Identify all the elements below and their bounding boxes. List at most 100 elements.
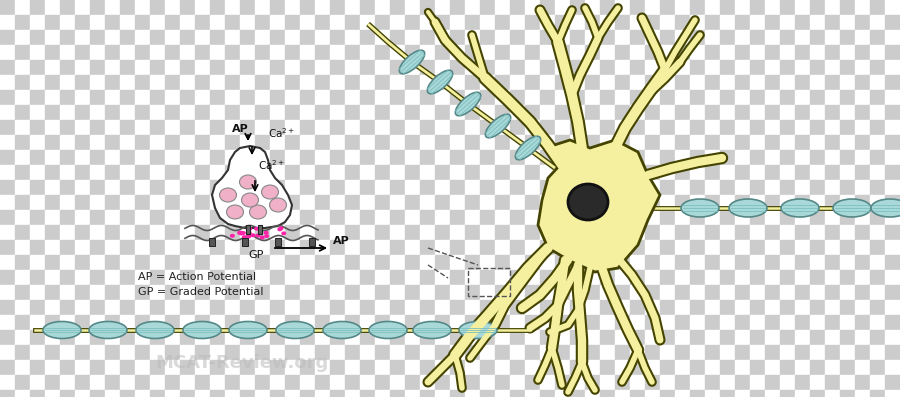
Bar: [420, 195, 435, 210]
Bar: [855, 150, 870, 165]
Bar: [390, 255, 405, 270]
Bar: [630, 375, 645, 390]
Bar: [240, 30, 255, 45]
Bar: [510, 285, 525, 300]
Bar: [540, 285, 555, 300]
Bar: [795, 240, 810, 255]
Bar: [615, 210, 630, 225]
Bar: [0, 180, 15, 195]
Bar: [585, 195, 600, 210]
Bar: [180, 15, 195, 30]
Bar: [510, 270, 525, 285]
Bar: [525, 60, 540, 75]
Bar: [510, 150, 525, 165]
Bar: [420, 360, 435, 375]
Bar: [240, 120, 255, 135]
Bar: [240, 270, 255, 285]
Bar: [855, 60, 870, 75]
Bar: [270, 90, 285, 105]
Bar: [195, 75, 210, 90]
Bar: [90, 0, 105, 15]
Bar: [255, 315, 270, 330]
Bar: [315, 240, 330, 255]
Bar: [630, 270, 645, 285]
Bar: [345, 0, 360, 15]
Bar: [615, 75, 630, 90]
Bar: [375, 15, 390, 30]
Bar: [120, 180, 135, 195]
Bar: [645, 45, 660, 60]
Bar: [615, 30, 630, 45]
Bar: [570, 75, 585, 90]
Bar: [90, 120, 105, 135]
Bar: [630, 30, 645, 45]
Bar: [540, 120, 555, 135]
Bar: [210, 75, 225, 90]
Bar: [285, 315, 300, 330]
Ellipse shape: [729, 199, 767, 217]
Bar: [750, 270, 765, 285]
Bar: [735, 255, 750, 270]
Bar: [645, 285, 660, 300]
Bar: [195, 105, 210, 120]
Bar: [405, 75, 420, 90]
Bar: [870, 135, 885, 150]
Bar: [450, 270, 465, 285]
Bar: [270, 240, 285, 255]
Bar: [330, 165, 345, 180]
Bar: [165, 15, 180, 30]
Bar: [240, 345, 255, 360]
Bar: [585, 300, 600, 315]
Bar: [345, 240, 360, 255]
Bar: [270, 300, 285, 315]
Bar: [45, 360, 60, 375]
Bar: [525, 375, 540, 390]
Bar: [690, 345, 705, 360]
Bar: [60, 45, 75, 60]
Bar: [285, 225, 300, 240]
Bar: [855, 270, 870, 285]
Bar: [210, 60, 225, 75]
Ellipse shape: [89, 322, 127, 339]
Bar: [525, 90, 540, 105]
Bar: [555, 270, 570, 285]
Bar: [105, 75, 120, 90]
Bar: [468, 268, 510, 296]
Bar: [840, 75, 855, 90]
Bar: [645, 60, 660, 75]
Bar: [870, 315, 885, 330]
Bar: [90, 315, 105, 330]
Bar: [525, 150, 540, 165]
Bar: [660, 45, 675, 60]
Bar: [180, 285, 195, 300]
Bar: [555, 225, 570, 240]
Bar: [128, 132, 428, 350]
Bar: [75, 375, 90, 390]
Bar: [705, 285, 720, 300]
Bar: [90, 210, 105, 225]
Bar: [30, 300, 45, 315]
Bar: [840, 375, 855, 390]
Bar: [855, 195, 870, 210]
Bar: [75, 165, 90, 180]
Bar: [330, 135, 345, 150]
Bar: [705, 15, 720, 30]
Bar: [660, 195, 675, 210]
Bar: [60, 255, 75, 270]
Bar: [210, 240, 225, 255]
Bar: [45, 150, 60, 165]
Bar: [525, 315, 540, 330]
Bar: [840, 0, 855, 15]
Bar: [510, 105, 525, 120]
Bar: [315, 180, 330, 195]
Ellipse shape: [413, 322, 451, 339]
Bar: [840, 120, 855, 135]
Bar: [810, 30, 825, 45]
Bar: [810, 285, 825, 300]
Bar: [660, 300, 675, 315]
Bar: [690, 285, 705, 300]
Bar: [120, 165, 135, 180]
Bar: [645, 0, 660, 15]
Bar: [225, 60, 240, 75]
Bar: [645, 375, 660, 390]
